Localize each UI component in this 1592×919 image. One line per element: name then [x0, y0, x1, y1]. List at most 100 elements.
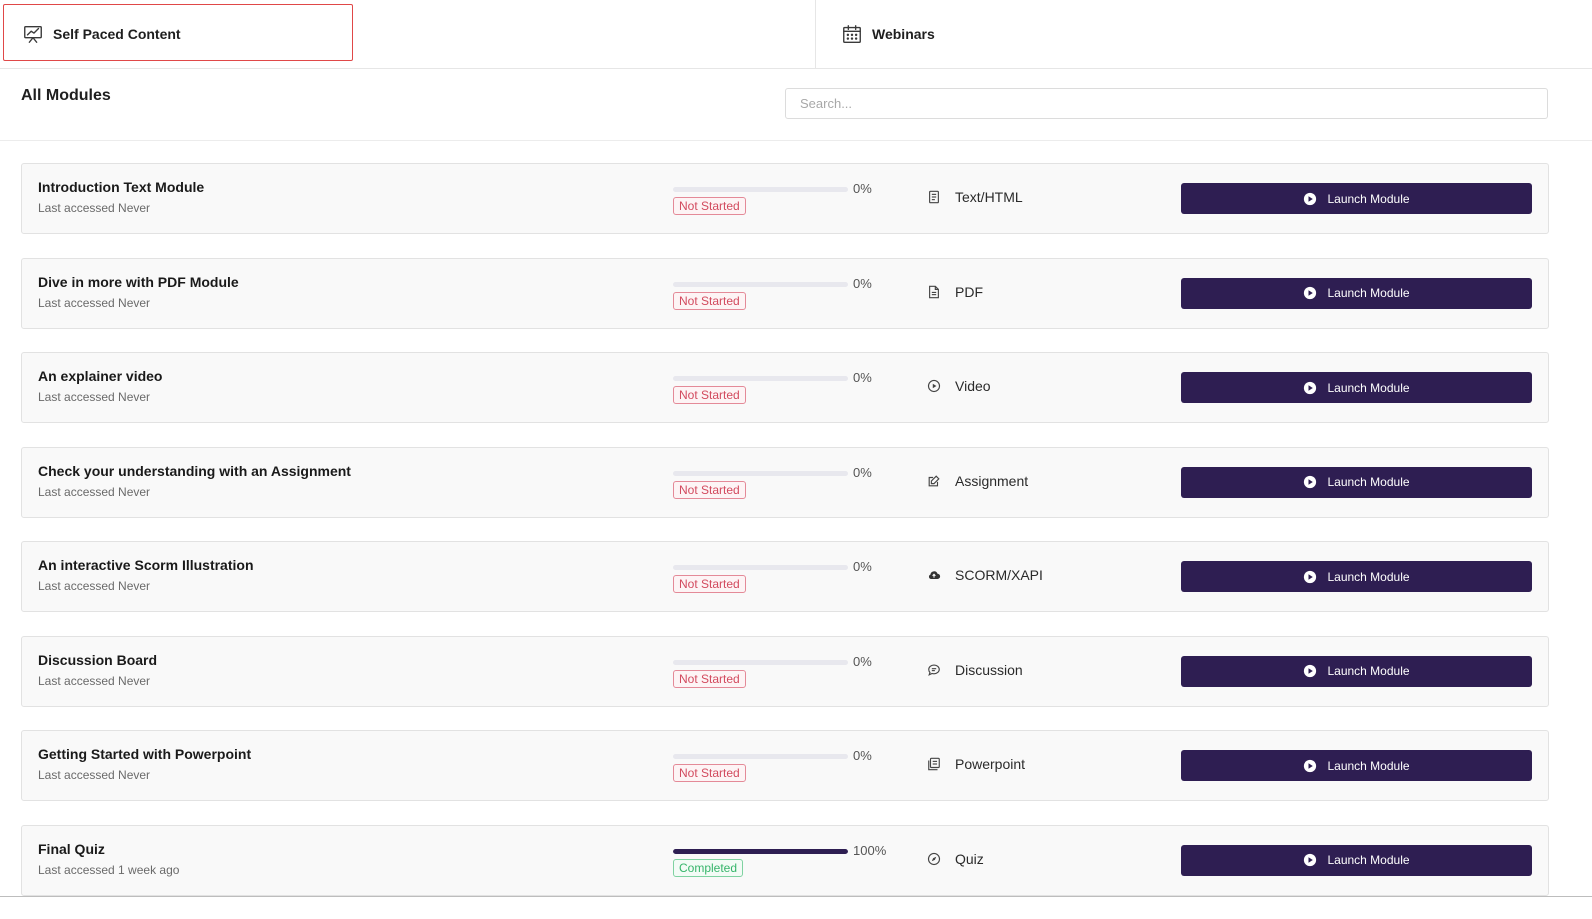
- launch-module-button[interactable]: Launch Module: [1181, 466, 1532, 498]
- module-card: An explainer video Last accessed Never 0…: [21, 352, 1549, 423]
- progress-percent: 0%: [853, 464, 872, 480]
- launch-label: Launch Module: [1327, 380, 1410, 395]
- cloud-upload-icon: [926, 567, 942, 583]
- progress-bar: [673, 754, 848, 759]
- module-type-label: Discussion: [955, 661, 1023, 678]
- status-badge: Not Started: [673, 764, 746, 782]
- status-badge: Not Started: [673, 575, 746, 593]
- progress-percent: 100%: [853, 842, 887, 858]
- play-circle-icon: [1303, 664, 1317, 678]
- module-name: An interactive Scorm Illustration: [38, 557, 254, 573]
- progress-bar: [673, 659, 848, 665]
- status-badge: Not Started: [673, 480, 746, 499]
- launch-label: Launch Module: [1327, 475, 1410, 489]
- module-name: An explainer video: [38, 368, 163, 384]
- last-accessed: Last accessed Never: [38, 484, 151, 499]
- tab-self-paced-content[interactable]: Self Paced Content: [0, 0, 815, 68]
- page-title: All Modules: [21, 87, 111, 104]
- last-accessed: Last accessed 1 week ago: [38, 862, 180, 877]
- module-card: Discussion Board Last accessed Never 0% …: [21, 635, 1549, 707]
- module-type-label: Video: [955, 378, 991, 394]
- module-type: Discussion: [926, 662, 1023, 678]
- launch-module-button[interactable]: Launch Module: [1181, 750, 1532, 781]
- launch-label: Launch Module: [1327, 286, 1410, 300]
- module-type-label: Quiz: [955, 850, 984, 867]
- progress-percent: 0%: [853, 559, 872, 574]
- status-badge: Completed: [673, 858, 744, 877]
- module-card: Final Quiz Last accessed 1 week ago 100%…: [21, 824, 1549, 896]
- file-icon: [926, 284, 942, 300]
- last-accessed: Last accessed Never: [38, 673, 151, 688]
- module-card: Getting Started with Powerpoint Last acc…: [21, 730, 1549, 801]
- progress-bar: [673, 187, 848, 192]
- status-badge: Not Started: [673, 669, 746, 688]
- play-circle-icon: [1303, 570, 1317, 584]
- progress-percent: 0%: [853, 181, 872, 196]
- module-type-label: Powerpoint: [955, 756, 1026, 772]
- tab-label: Webinars: [872, 26, 935, 42]
- launch-module-button[interactable]: Launch Module: [1181, 844, 1532, 876]
- play-circle-icon: [1303, 286, 1317, 300]
- launch-label: Launch Module: [1327, 569, 1410, 584]
- launch-module-button[interactable]: Launch Module: [1181, 561, 1532, 592]
- module-card: Dive in more with PDF Module Last access…: [21, 257, 1549, 329]
- module-type: Video: [926, 378, 991, 394]
- progress-fill: [673, 848, 848, 854]
- tab-label: Self Paced Content: [53, 26, 181, 42]
- module-type-label: Text/HTML: [955, 189, 1023, 205]
- status-badge: Not Started: [673, 291, 746, 310]
- module-card: Check your understanding with an Assignm…: [21, 446, 1549, 518]
- module-name: Final Quiz: [38, 840, 105, 857]
- launch-module-button[interactable]: Launch Module: [1181, 655, 1532, 687]
- search-input[interactable]: [785, 88, 1548, 119]
- content-tabs: Self Paced Content Webinars: [0, 0, 1592, 69]
- slides-icon: [926, 756, 942, 772]
- play-circle-icon: [926, 378, 942, 394]
- play-circle-icon: [1303, 475, 1317, 489]
- module-name: Dive in more with PDF Module: [38, 273, 239, 290]
- last-accessed: Last accessed Never: [38, 768, 151, 782]
- progress-percent: 0%: [853, 653, 872, 669]
- last-accessed: Last accessed Never: [38, 295, 151, 310]
- chat-bubble-icon: [926, 662, 942, 678]
- launch-module-button[interactable]: Launch Module: [1181, 183, 1532, 214]
- module-type-label: PDF: [955, 283, 983, 300]
- progress-bar: [673, 470, 848, 476]
- module-card: Introduction Text Module Last accessed N…: [21, 163, 1549, 234]
- launch-module-button[interactable]: Launch Module: [1181, 372, 1532, 403]
- launch-module-button[interactable]: Launch Module: [1181, 277, 1532, 309]
- module-type: Assignment: [926, 473, 1028, 489]
- last-accessed: Last accessed Never: [38, 390, 151, 404]
- launch-label: Launch Module: [1327, 191, 1410, 206]
- divider: [0, 896, 1592, 897]
- tab-webinars[interactable]: Webinars: [815, 0, 1592, 68]
- last-accessed: Last accessed Never: [38, 201, 151, 215]
- progress-percent: 0%: [853, 748, 872, 763]
- modules-header: All Modules: [0, 68, 1592, 141]
- module-type-label: Assignment: [955, 472, 1029, 489]
- module-list: Introduction Text Module Last accessed N…: [21, 163, 1549, 919]
- document-text-icon: [926, 189, 942, 205]
- progress-percent: 0%: [853, 370, 872, 385]
- launch-label: Launch Module: [1327, 664, 1410, 678]
- module-name: Introduction Text Module: [38, 179, 205, 195]
- compass-icon: [926, 851, 942, 867]
- module-type: Powerpoint: [926, 756, 1025, 772]
- module-card: An interactive Scorm Illustration Last a…: [21, 541, 1549, 612]
- module-name: Getting Started with Powerpoint: [38, 746, 252, 762]
- module-name: Check your understanding with an Assignm…: [38, 462, 351, 479]
- launch-label: Launch Module: [1327, 758, 1410, 773]
- progress-percent: 0%: [853, 275, 872, 291]
- module-type: PDF: [926, 284, 983, 300]
- module-name: Discussion Board: [38, 651, 158, 668]
- progress-bar: [673, 848, 848, 854]
- status-badge: Not Started: [673, 197, 746, 215]
- progress-bar: [673, 565, 848, 570]
- launch-label: Launch Module: [1327, 853, 1410, 867]
- status-badge: Not Started: [673, 386, 746, 404]
- module-type: SCORM/XAPI: [926, 567, 1043, 583]
- progress-bar: [673, 376, 848, 381]
- module-type: Quiz: [926, 851, 984, 867]
- module-type-label: SCORM/XAPI: [955, 567, 1043, 583]
- module-type: Text/HTML: [926, 189, 1023, 205]
